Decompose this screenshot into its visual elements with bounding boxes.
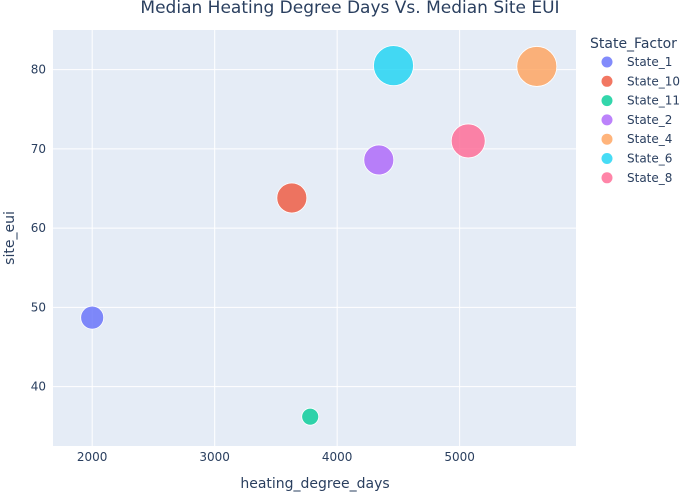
legend-item-state-8[interactable]: State_8 <box>601 171 673 185</box>
legend-marker <box>601 114 613 126</box>
legend-label: State_11 <box>627 94 680 108</box>
legend-label: State_8 <box>627 171 672 185</box>
legend-item-state-4[interactable]: State_4 <box>601 132 673 146</box>
legend-label: State_4 <box>627 132 672 146</box>
point-state-11[interactable] <box>301 407 320 426</box>
plot-background <box>53 30 576 446</box>
y-tick-label: 80 <box>31 63 46 77</box>
legend-item-state-11[interactable]: State_11 <box>601 94 681 108</box>
data-points <box>80 45 558 426</box>
y-gridlines <box>53 69 576 388</box>
x-tick-label: 3000 <box>199 450 230 464</box>
y-tick-labels: 40 50 60 70 80 <box>31 63 46 394</box>
y-tick-label: 50 <box>31 300 46 314</box>
legend-marker <box>601 95 613 107</box>
legend-items: State_1 State_10 State_11 State_2 State_4 Sta… <box>601 55 681 185</box>
x-tick-label: 2000 <box>77 450 108 464</box>
x-tick-label: 4000 <box>322 450 353 464</box>
point-state-10[interactable] <box>276 182 308 214</box>
point-state-4[interactable] <box>516 46 558 87</box>
y-axis-title: site_eui <box>2 211 18 265</box>
legend-label: State_6 <box>627 152 672 166</box>
legend-marker <box>601 75 613 87</box>
legend-label: State_1 <box>627 55 672 69</box>
y-tick-label: 60 <box>31 221 46 235</box>
legend-marker <box>601 153 613 164</box>
x-axis-title: heating_degree_days <box>240 476 389 492</box>
point-state-6[interactable] <box>373 45 414 87</box>
legend-title: State_Factor <box>590 36 677 52</box>
legend-label: State_10 <box>627 74 680 88</box>
y-tick-label: 70 <box>31 142 46 156</box>
legend-item-state-10[interactable]: State_10 <box>601 74 681 88</box>
x-tick-label: 5000 <box>444 450 475 464</box>
legend: State_Factor State_1State_10State_11Stat… <box>590 36 680 185</box>
legend-marker <box>601 133 613 145</box>
y-tick-label: 40 <box>31 380 46 394</box>
legend-marker <box>601 172 613 184</box>
x-gridlines <box>91 30 461 446</box>
x-tick-labels: 2000 3000 4000 5000 <box>77 450 475 464</box>
legend-item-state-2[interactable]: State_2 <box>601 113 673 127</box>
legend-item-state-6[interactable]: State_6 <box>601 152 673 166</box>
point-state-1[interactable] <box>80 305 105 330</box>
legend-label: State_2 <box>627 113 672 127</box>
point-state-2[interactable] <box>363 144 395 176</box>
chart-title: Median Heating Degree Days Vs. Median Si… <box>140 0 559 18</box>
point-state-8[interactable] <box>450 123 486 159</box>
legend-marker <box>601 56 613 68</box>
legend-item-state-1[interactable]: State_1 <box>601 55 673 69</box>
